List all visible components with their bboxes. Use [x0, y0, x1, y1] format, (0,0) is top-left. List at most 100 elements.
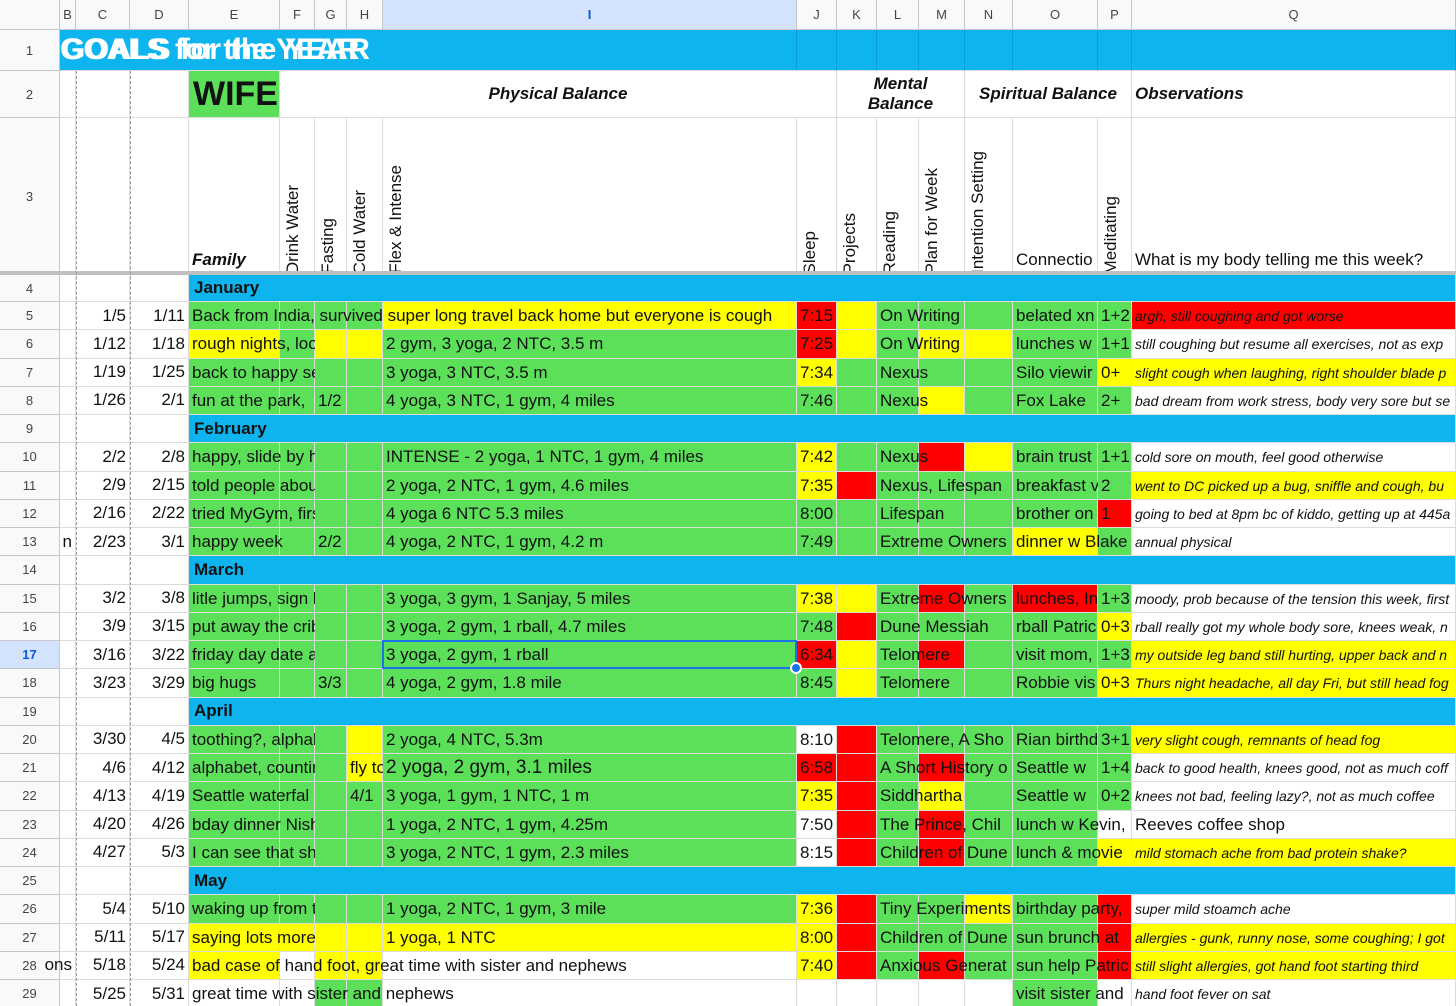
exercise-note[interactable]: INTENSE - 2 yoga, 1 NTC, 1 gym, 4 miles: [386, 447, 704, 467]
reading-note[interactable]: Extreme Owners: [880, 532, 1007, 552]
row-header-26[interactable]: 26: [0, 895, 60, 924]
cell-bg[interactable]: [383, 923, 797, 952]
cell-bg[interactable]: [965, 810, 1013, 839]
reading-note[interactable]: Telomere: [880, 673, 950, 693]
cell-bg[interactable]: [965, 386, 1013, 415]
cell-bg[interactable]: [189, 754, 280, 783]
cell-bg[interactable]: [383, 951, 797, 980]
row-header-2[interactable]: 2: [0, 71, 60, 118]
cell-bg[interactable]: [919, 443, 965, 472]
family-note[interactable]: happy, slide by herself, v: [192, 447, 315, 467]
cell-bg[interactable]: [1098, 584, 1132, 613]
cell-bg[interactable]: [797, 443, 837, 472]
cell-bg[interactable]: [919, 838, 965, 867]
cell-bg[interactable]: [280, 443, 315, 472]
cell-bg[interactable]: [1013, 895, 1098, 924]
sleep-hours[interactable]: 7:36: [800, 899, 834, 919]
sheet-title-text[interactable]: GOALS for the YEAR: [60, 30, 797, 71]
cell-bg[interactable]: [797, 725, 837, 754]
week-start[interactable]: 2/23: [76, 528, 130, 557]
reading-note[interactable]: The Prince, Chil: [880, 814, 1001, 834]
reading-note[interactable]: Telomere, A Sho: [880, 729, 1004, 749]
cell-bg[interactable]: [315, 386, 347, 415]
reading-note[interactable]: Nexus: [880, 362, 929, 382]
week-start[interactable]: 2/16: [76, 499, 130, 528]
blank-cell[interactable]: [130, 275, 189, 302]
meditating-value[interactable]: 0+3: [1101, 673, 1130, 693]
cell-bg[interactable]: [315, 980, 347, 1006]
connection-note[interactable]: sun brunch at: [1016, 927, 1120, 947]
cell-bg[interactable]: [383, 725, 797, 754]
body-observation[interactable]: went to DC picked up a bug, sniffle and …: [1135, 477, 1444, 494]
cell-bg[interactable]: [919, 923, 965, 952]
sleep-hours[interactable]: 6:34: [800, 645, 834, 665]
connection-note[interactable]: visit sister and: [1016, 984, 1124, 1004]
connection-note[interactable]: lunch w Kevin,: [1016, 814, 1126, 834]
exercise-note[interactable]: 2 yoga, 2 NTC, 1 gym, 4.6 miles: [386, 475, 629, 495]
cell-bg[interactable]: [383, 358, 797, 387]
cell-bg[interactable]: [965, 471, 1013, 500]
blank-cell[interactable]: [76, 556, 130, 585]
sleep-hours[interactable]: 7:35: [800, 475, 834, 495]
cell-bg[interactable]: [877, 725, 919, 754]
cell-bg[interactable]: [877, 669, 919, 698]
fasting-value[interactable]: 2/2: [318, 532, 342, 552]
cell-bg[interactable]: [877, 895, 919, 924]
cell-bg[interactable]: [1098, 471, 1132, 500]
cell-bg[interactable]: [189, 923, 280, 952]
connection-note[interactable]: lunches w: [1016, 334, 1092, 354]
cell-bg[interactable]: [1132, 810, 1456, 839]
sleep-hours[interactable]: 8:45: [800, 673, 834, 693]
cell-bg[interactable]: [837, 358, 877, 387]
connection-note[interactable]: lunch & movie: [1016, 842, 1123, 862]
cell-bg[interactable]: [315, 725, 347, 754]
body-observation[interactable]: super mild stoamch ache: [1135, 901, 1291, 918]
exercise-note[interactable]: 4 yoga, 3 NTC, 1 gym, 4 miles: [386, 390, 615, 410]
header-drink-water[interactable]: Drink Water: [280, 118, 315, 275]
cell-bg[interactable]: [280, 895, 315, 924]
cell-bg[interactable]: [347, 669, 383, 698]
column-header-j[interactable]: J: [797, 0, 837, 30]
cell-bg[interactable]: [347, 725, 383, 754]
cell-bg[interactable]: [347, 951, 383, 980]
row-header-12[interactable]: 12: [0, 499, 60, 528]
cell-bg[interactable]: [797, 838, 837, 867]
fasting-value[interactable]: 3/3: [318, 673, 342, 693]
cell-bg[interactable]: [837, 330, 877, 359]
body-observation[interactable]: very slight cough, remnants of head fog: [1135, 731, 1381, 748]
cell-bg[interactable]: [965, 782, 1013, 811]
week-start[interactable]: 3/9: [76, 612, 130, 641]
cell-bg[interactable]: [1132, 895, 1456, 924]
sleep-hours[interactable]: 7:49: [800, 532, 834, 552]
cell-bg[interactable]: [877, 951, 919, 980]
column-header-e[interactable]: E: [189, 0, 280, 30]
week-start[interactable]: 5/25: [76, 980, 130, 1006]
cell-bg[interactable]: [280, 725, 315, 754]
cell-bg[interactable]: [797, 980, 837, 1006]
month-january[interactable]: January: [189, 275, 1456, 302]
sleep-hours[interactable]: 6:58: [800, 758, 834, 778]
cell-bg[interactable]: [383, 895, 797, 924]
sleep-hours[interactable]: 7:50: [800, 814, 834, 834]
family-note[interactable]: waking up from toddler b: [192, 899, 315, 919]
cell-bg[interactable]: [347, 443, 383, 472]
body-observation[interactable]: mild stomach ache from bad protein shake…: [1135, 844, 1407, 861]
cell-bg[interactable]: [1132, 923, 1456, 952]
cell-bg[interactable]: [315, 528, 347, 557]
cell-bg[interactable]: [315, 669, 347, 698]
cell-bg[interactable]: [383, 669, 797, 698]
week-end[interactable]: 2/8: [130, 443, 189, 472]
cell-bg[interactable]: [919, 951, 965, 980]
cell-bg[interactable]: [877, 528, 919, 557]
cell-bg[interactable]: [383, 980, 797, 1006]
cell-bg[interactable]: [1098, 386, 1132, 415]
cell-bg[interactable]: [919, 330, 965, 359]
week-end[interactable]: 5/31: [130, 980, 189, 1006]
cell-bg[interactable]: [1098, 612, 1132, 641]
exercise-note[interactable]: 2 gym, 3 yoga, 2 NTC, 3.5 m: [386, 334, 604, 354]
cell-bg[interactable]: [347, 386, 383, 415]
row-header-16[interactable]: 16: [0, 612, 60, 641]
row-header-7[interactable]: 7: [0, 358, 60, 387]
cell-bg[interactable]: [797, 612, 837, 641]
cell-bg[interactable]: [919, 754, 965, 783]
